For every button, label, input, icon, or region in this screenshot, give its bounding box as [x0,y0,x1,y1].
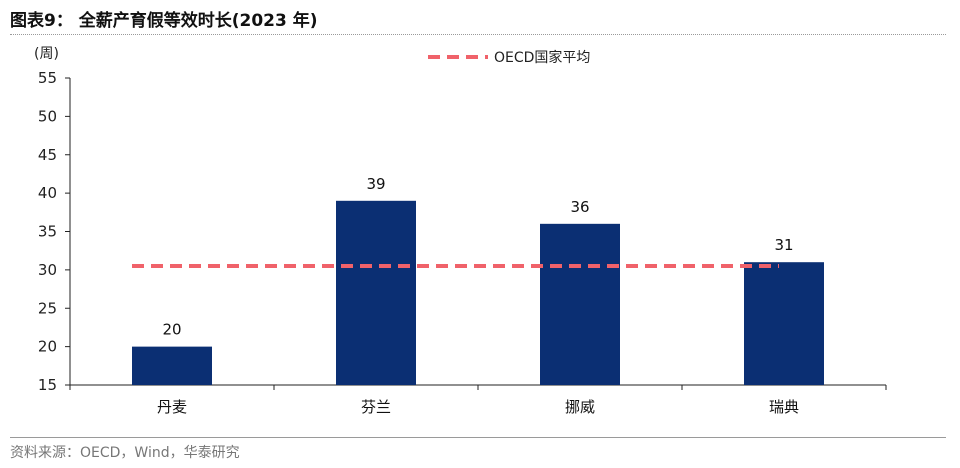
bar-value-label: 36 [570,198,589,216]
x-axis-categories: 丹麦 芬兰 挪威 瑞典 [69,385,887,416]
y-tick-label: 15 [38,376,57,394]
title-divider [10,34,946,35]
bar [744,262,824,385]
bar-value-label: 20 [162,321,181,339]
bar [336,200,416,385]
y-tick-label: 55 [38,69,57,87]
bars [132,200,824,385]
x-category-label: 丹麦 [157,398,187,416]
y-tick-label: 45 [38,146,57,164]
source-note: 资料来源：OECD，Wind，华泰研究 [10,445,240,461]
bar-value-label: 39 [366,175,385,193]
x-category-label: 芬兰 [361,398,391,416]
y-tick-label: 25 [38,299,57,317]
bar [540,223,620,385]
bar [132,346,212,385]
y-tick-label: 40 [38,184,57,202]
y-tick-label: 30 [38,261,57,279]
chart-title: 图表9： 全薪产育假等效时长(2023 年) [10,11,318,31]
x-category-label: 瑞典 [769,398,799,416]
x-category-label: 挪威 [565,398,595,416]
data-labels: 20 39 36 31 [162,175,793,339]
legend-label: OECD国家平均 [494,49,590,66]
y-tick-label: 50 [38,107,57,125]
y-tick-label: 20 [38,338,57,356]
y-axis-ticks: 15 20 25 30 35 40 45 50 55 [38,69,70,394]
source-divider [10,437,946,438]
legend: OECD国家平均 [428,49,590,66]
y-axis-unit-label: (周) [34,46,59,62]
bar-value-label: 31 [774,236,793,254]
y-tick-label: 35 [38,223,57,241]
